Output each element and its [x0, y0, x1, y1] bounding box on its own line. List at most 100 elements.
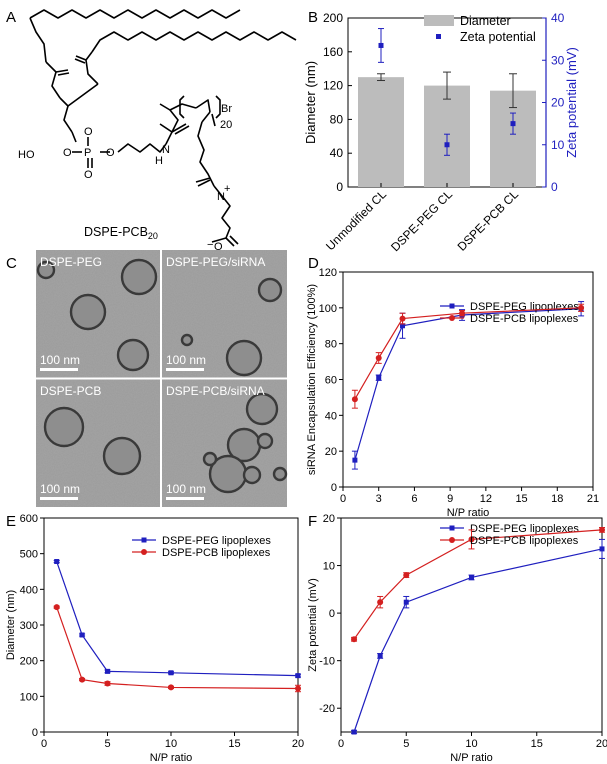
chart-e-xtick-label: 10 [165, 738, 177, 750]
chart-f-xtick-label: 20 [596, 738, 607, 750]
chart-e-point [168, 670, 174, 676]
chart-d-xtick-label: 18 [551, 493, 563, 505]
chart-b-ytick-label: 40 [330, 146, 344, 160]
chart-b: 0 40 80 120 160 200 0 10 20 30 40 Diameter (nm) Zeta… [303, 11, 579, 254]
chart-e-xtick-label: 15 [228, 738, 240, 750]
chart-f-ytick-label: -10 [319, 656, 335, 668]
liposome-particle [69, 293, 107, 331]
chart-f-ylabel: Zeta potential (mV) [307, 578, 319, 672]
chart-b-legend-zeta-swatch [436, 34, 441, 39]
chart-e-xtick-label: 0 [41, 738, 47, 750]
chart-e-point [53, 604, 60, 611]
amide-h-label: H [155, 155, 163, 167]
chart-d-ytick-label: 20 [325, 446, 337, 458]
chart-f-ytick-label: -20 [319, 703, 335, 715]
scale-bar [166, 368, 204, 371]
chart-d-point [352, 457, 358, 463]
micrograph-3: DSPE-PCB 100 nm [36, 379, 161, 507]
chart-b-ytick-label: 200 [323, 11, 343, 25]
chart-d-xtick-label: 15 [515, 493, 527, 505]
panel-f-label: F [308, 513, 317, 530]
chart-e-point [104, 680, 111, 687]
chemical-structure [29, 9, 297, 247]
liposome-particle [256, 432, 274, 450]
chart-f-legend-marker [449, 537, 455, 543]
liposome-particle [245, 392, 279, 426]
betaine-chain [197, 121, 215, 187]
chart-b-zeta-point [378, 42, 384, 48]
chart-d-legend-marker [449, 303, 455, 309]
chart-f-point [377, 653, 383, 659]
panel-c-label: C [6, 255, 17, 272]
chart-d-point [351, 396, 358, 403]
liposome-particle [43, 406, 85, 448]
chart-f-point [468, 536, 475, 543]
glycerol-backbone [59, 83, 99, 107]
liposome-particle [102, 436, 142, 476]
chart-f-series-line [353, 548, 603, 733]
chart-e-ytick-label: 0 [32, 727, 38, 739]
chart-d-legend-label: DSPE-PEG lipoplexes [470, 301, 579, 313]
chart-b-zeta-point [444, 142, 450, 148]
chart-e-legend-marker [141, 537, 147, 543]
chart-f-point [403, 599, 409, 605]
scale-bar [166, 497, 204, 500]
chart-e-point [168, 684, 174, 691]
chart-d-ytick-label: 60 [325, 375, 337, 387]
micrograph-scale-label: 100 nm [166, 482, 206, 496]
chart-f-ytick-label: 0 [329, 608, 335, 620]
panel-a-label: A [6, 9, 16, 26]
micrograph-scale-label: 100 nm [40, 482, 80, 496]
chart-f-legend-label: DSPE-PEG lipoplexes [470, 523, 579, 535]
chart-b-xtick-label: DSPE-PCB CL [455, 187, 522, 254]
chart-d-legend-label: DSPE-PCB lipoplexes [470, 313, 579, 325]
bromine-label: Br [221, 103, 232, 115]
panel-d: D 0 3 6 9 12 15 18 21 0 20 40 60 80 100 120 N/P ratio si… [306, 255, 599, 519]
chart-b-y2tick-label: 20 [551, 96, 565, 110]
chart-d-legend-marker [449, 315, 455, 321]
panel-b: B 0 40 80 120 160 200 0 10 20 30 40 Diameter (nm) Ze… [303, 9, 579, 254]
phosphate-link [71, 131, 77, 143]
chart-b-y2label: Zeta potential (mV) [564, 47, 579, 158]
micrograph-scale-label: 100 nm [40, 353, 80, 367]
liposome-particle [225, 339, 263, 377]
chart-b-y2tick-label: 10 [551, 138, 565, 152]
chart-e-point [79, 632, 85, 638]
chart-b-y2tick-label: 30 [551, 53, 565, 67]
chart-e-series-line [56, 561, 299, 677]
ester-2 [85, 51, 99, 85]
chart-f-frame [340, 517, 603, 733]
micrograph-title: DSPE-PCB/siRNA [166, 384, 265, 398]
micrograph-title: DSPE-PEG [40, 255, 102, 269]
chart-e-ytick-label: 500 [20, 549, 38, 561]
micrograph-grain [162, 250, 287, 378]
chart-b-ytick-label: 120 [323, 79, 343, 93]
chart-d-point [376, 375, 382, 381]
ether-oxygen-label: O [106, 147, 115, 159]
micrograph-1: DSPE-PEG 100 nm [36, 250, 161, 378]
chart-d-xtick-label: 6 [411, 493, 417, 505]
chart-b-xtick-label: Unmodified CL [323, 187, 389, 253]
micrograph-title: DSPE-PCB [40, 384, 101, 398]
amide-n-label: N [162, 144, 170, 156]
polymer-bracket-right [215, 95, 221, 119]
chart-b-y2tick-label: 40 [551, 11, 565, 25]
panel-b-label: B [308, 9, 318, 26]
chart-d-ytick-label: 40 [325, 410, 337, 422]
chart-b-ytick-label: 0 [336, 180, 343, 194]
chart-e-ytick-label: 300 [20, 620, 38, 632]
chart-e-ytick-label: 100 [20, 691, 38, 703]
phosphate-oxygen-label: O [84, 126, 93, 138]
chart-b-zeta-point [510, 121, 516, 127]
ethanolamine [117, 143, 167, 153]
panel-d-label: D [308, 255, 319, 272]
chart-d-point [459, 310, 466, 317]
chart-b-ytick-label: 80 [330, 112, 344, 126]
polymer-subscript: 20 [220, 119, 232, 131]
micrograph-4: DSPE-PCB/siRNA 100 nm [162, 379, 288, 507]
carboxylate-charge: − [207, 239, 213, 251]
chart-d-ytick-label: 100 [319, 303, 337, 315]
chart-e-ylabel: Diameter (nm) [5, 590, 17, 660]
